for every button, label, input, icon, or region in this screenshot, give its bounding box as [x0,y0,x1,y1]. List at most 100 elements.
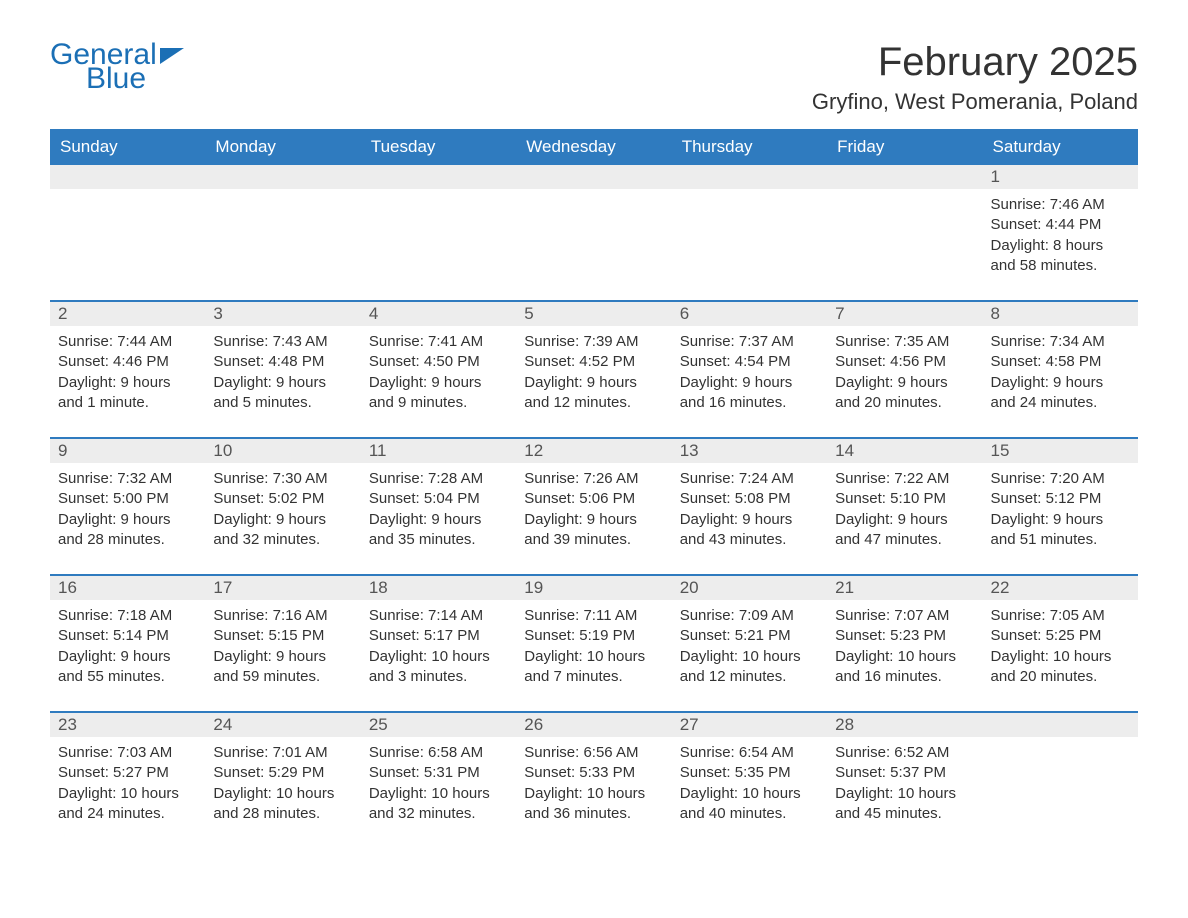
daylight-text: Daylight: 9 hours and 51 minutes. [991,510,1130,551]
calendar-day: 9 Sunrise: 7:32 AMSunset: 5:00 PMDaylight… [50,439,205,560]
day-number: 15 [983,439,1138,463]
calendar-day: 4Sunrise: 7:41 AMSunset: 4:50 PMDaylight… [361,302,516,423]
calendar-day [827,165,982,286]
sunset-text: Sunset: 5:10 PM [835,489,974,509]
sunset-text: Sunset: 5:31 PM [369,763,508,783]
sunrise-text: Sunrise: 7:26 AM [524,469,663,489]
day-number [672,165,827,189]
sunrise-text: Sunrise: 7:14 AM [369,606,508,626]
brand-logo: General Blue [50,40,184,94]
sunrise-text: Sunrise: 7:07 AM [835,606,974,626]
sunset-text: Sunset: 5:02 PM [213,489,352,509]
sunrise-text: Sunrise: 7:43 AM [213,332,352,352]
calendar-day: 21 Sunrise: 7:07 AMSunset: 5:23 PMDayligh… [827,576,982,697]
day-number: 20 [672,576,827,600]
daylight-text: Daylight: 9 hours and 16 minutes. [680,373,819,414]
sunrise-text: Sunrise: 6:54 AM [680,743,819,763]
day-number: 14 [827,439,982,463]
calendar-day: 2Sunrise: 7:44 AMSunset: 4:46 PMDaylight… [50,302,205,423]
sunset-text: Sunset: 5:00 PM [58,489,197,509]
day-number: 28 [827,713,982,737]
day-of-week-header: SundayMondayTuesdayWednesdayThursdayFrid… [50,129,1138,165]
daylight-text: Daylight: 9 hours and 32 minutes. [213,510,352,551]
sunset-text: Sunset: 5:25 PM [991,626,1130,646]
daylight-text: Daylight: 10 hours and 16 minutes. [835,647,974,688]
day-number [361,165,516,189]
day-number: 23 [50,713,205,737]
day-number [827,165,982,189]
sunrise-text: Sunrise: 7:34 AM [991,332,1130,352]
calendar-day [516,165,671,286]
sunset-text: Sunset: 5:08 PM [680,489,819,509]
sunset-text: Sunset: 4:44 PM [991,215,1130,235]
sunrise-text: Sunrise: 7:22 AM [835,469,974,489]
daylight-text: Daylight: 9 hours and 55 minutes. [58,647,197,688]
daylight-text: Daylight: 8 hours and 58 minutes. [991,236,1130,277]
sunset-text: Sunset: 5:35 PM [680,763,819,783]
calendar-day: 17Sunrise: 7:16 AMSunset: 5:15 PMDayligh… [205,576,360,697]
brand-part2: Blue [86,64,184,94]
day-number: 21 [827,576,982,600]
calendar-day: 18Sunrise: 7:14 AMSunset: 5:17 PMDayligh… [361,576,516,697]
calendar-day: 24Sunrise: 7:01 AMSunset: 5:29 PMDayligh… [205,713,360,834]
daylight-text: Daylight: 10 hours and 28 minutes. [213,784,352,825]
calendar-day [672,165,827,286]
day-details: Sunrise: 7:01 AMSunset: 5:29 PMDaylight:… [205,737,360,834]
daylight-text: Daylight: 10 hours and 3 minutes. [369,647,508,688]
day-number: 12 [516,439,671,463]
daylight-text: Daylight: 9 hours and 20 minutes. [835,373,974,414]
sunrise-text: Sunrise: 7:30 AM [213,469,352,489]
sunset-text: Sunset: 5:37 PM [835,763,974,783]
sunset-text: Sunset: 5:12 PM [991,489,1130,509]
calendar: SundayMondayTuesdayWednesdayThursdayFrid… [50,129,1138,834]
day-details: Sunrise: 7:11 AMSunset: 5:19 PMDaylight:… [516,600,671,697]
day-number [50,165,205,189]
daylight-text: Daylight: 9 hours and 28 minutes. [58,510,197,551]
calendar-day: 20Sunrise: 7:09 AMSunset: 5:21 PMDayligh… [672,576,827,697]
dow-cell: Friday [827,129,982,165]
daylight-text: Daylight: 9 hours and 59 minutes. [213,647,352,688]
sunset-text: Sunset: 4:52 PM [524,352,663,372]
month-title: February 2025 [812,40,1138,85]
day-number: 19 [516,576,671,600]
day-number: 9 [50,439,205,463]
dow-cell: Wednesday [516,129,671,165]
day-number: 22 [983,576,1138,600]
calendar-day: 1Sunrise: 7:46 AMSunset: 4:44 PMDaylight… [983,165,1138,286]
day-number: 7 [827,302,982,326]
day-number: 8 [983,302,1138,326]
day-details: Sunrise: 7:09 AMSunset: 5:21 PMDaylight:… [672,600,827,697]
sunrise-text: Sunrise: 7:20 AM [991,469,1130,489]
title-block: February 2025 Gryfino, West Pomerania, P… [812,40,1138,115]
day-number: 6 [672,302,827,326]
calendar-day: 26Sunrise: 6:56 AMSunset: 5:33 PMDayligh… [516,713,671,834]
sunset-text: Sunset: 4:46 PM [58,352,197,372]
sunrise-text: Sunrise: 6:56 AM [524,743,663,763]
dow-cell: Thursday [672,129,827,165]
dow-cell: Monday [205,129,360,165]
day-number: 3 [205,302,360,326]
sunrise-text: Sunrise: 7:46 AM [991,195,1130,215]
sunrise-text: Sunrise: 7:01 AM [213,743,352,763]
location-subtitle: Gryfino, West Pomerania, Poland [812,89,1138,115]
daylight-text: Daylight: 9 hours and 12 minutes. [524,373,663,414]
sunset-text: Sunset: 4:50 PM [369,352,508,372]
day-details: Sunrise: 7:26 AMSunset: 5:06 PMDaylight:… [516,463,671,560]
day-number: 13 [672,439,827,463]
day-details: Sunrise: 6:52 AMSunset: 5:37 PMDaylight:… [827,737,982,834]
day-number: 26 [516,713,671,737]
calendar-day: 14Sunrise: 7:22 AMSunset: 5:10 PMDayligh… [827,439,982,560]
sunrise-text: Sunrise: 7:32 AM [58,469,197,489]
calendar-day: 8Sunrise: 7:34 AMSunset: 4:58 PMDaylight… [983,302,1138,423]
day-details: Sunrise: 6:58 AMSunset: 5:31 PMDaylight:… [361,737,516,834]
day-details: Sunrise: 7:37 AMSunset: 4:54 PMDaylight:… [672,326,827,423]
day-number [205,165,360,189]
calendar-day: 10Sunrise: 7:30 AMSunset: 5:02 PMDayligh… [205,439,360,560]
daylight-text: Daylight: 10 hours and 12 minutes. [680,647,819,688]
day-number: 5 [516,302,671,326]
day-details: Sunrise: 7:34 AMSunset: 4:58 PMDaylight:… [983,326,1138,423]
day-number [983,713,1138,737]
sunrise-text: Sunrise: 7:09 AM [680,606,819,626]
sunset-text: Sunset: 5:06 PM [524,489,663,509]
sunset-text: Sunset: 5:23 PM [835,626,974,646]
